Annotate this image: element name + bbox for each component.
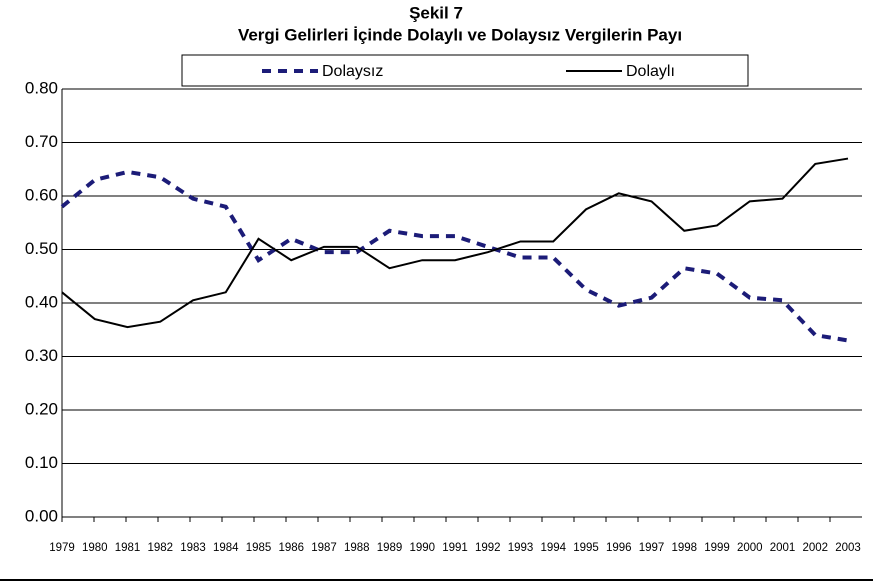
series-line [60,169,849,343]
x-tick-label: 1982 [147,542,173,554]
x-tick-label: 1991 [442,542,468,554]
x-tick-label: 2003 [835,542,861,554]
x-tick-label: 2000 [737,542,763,554]
legend-label: Dolaysız [322,63,383,80]
x-tick-label: 1987 [311,542,337,554]
x-tick-label: 2002 [802,542,828,554]
y-tick-label: 0.80 [25,78,58,97]
y-tick-label: 0.70 [25,132,58,151]
x-tick-label: 1996 [606,542,632,554]
series-line [61,157,849,329]
y-tick-label: 0.20 [25,399,58,418]
y-tick-label: 0.60 [25,185,58,204]
y-tick-label: 0.40 [25,292,58,311]
x-tick-label: 1989 [377,542,403,554]
x-tick-label: 1983 [180,542,206,554]
legend-box [181,54,749,87]
x-tick-label: 1997 [639,542,665,554]
x-tick-label: 1990 [409,542,435,554]
x-tick-label: 1980 [82,542,108,554]
x-tick-label: 1992 [475,542,501,554]
y-tick-label: 0.30 [25,346,58,365]
x-tick-label: 1985 [246,542,272,554]
x-tick-label: 1984 [213,542,239,554]
x-tick-label: 1979 [49,542,75,554]
x-tick-label: 1986 [278,542,304,554]
x-tick-label: 1988 [344,542,370,554]
y-tick-label: 0.10 [25,453,58,472]
x-tick-label: 1995 [573,542,599,554]
legend-label: Dolaylı [626,63,675,80]
x-tick-label: 1999 [704,542,730,554]
x-tick-label: 1981 [115,542,141,554]
x-tick-label: 1998 [671,542,697,554]
chart-title: Şekil 7 [409,3,463,22]
y-tick-label: 0.00 [25,506,58,525]
x-tick-label: 1993 [508,542,534,554]
chart-subtitle: Vergi Gelirleri İçinde Dolaylı ve Dolays… [238,25,682,44]
x-tick-label: 2001 [770,542,796,554]
x-tick-label: 1994 [540,542,566,554]
y-tick-label: 0.50 [25,239,58,258]
